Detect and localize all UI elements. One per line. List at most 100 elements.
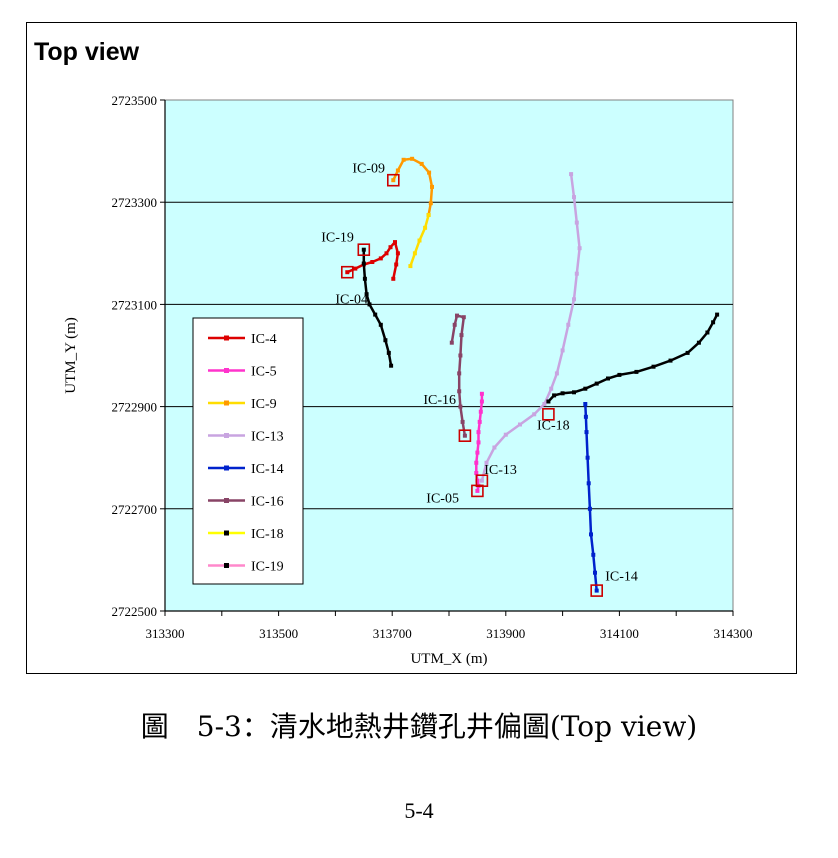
data-point bbox=[572, 297, 576, 302]
data-point bbox=[585, 455, 590, 460]
wellhead-marker bbox=[357, 243, 371, 256]
data-point bbox=[549, 386, 554, 391]
data-point bbox=[462, 433, 467, 438]
data-point bbox=[518, 422, 522, 427]
wellhead-marker bbox=[386, 173, 400, 187]
data-point bbox=[593, 570, 597, 575]
data-point bbox=[589, 532, 593, 537]
data-point bbox=[394, 262, 399, 267]
data-point bbox=[426, 213, 431, 217]
series-ic-5 bbox=[474, 391, 484, 493]
data-point bbox=[391, 178, 396, 183]
series-ic-9-lower bbox=[408, 213, 431, 269]
wellhead-marker bbox=[590, 584, 604, 597]
legend-swatch-marker bbox=[224, 335, 229, 341]
data-point bbox=[475, 488, 480, 493]
series-line bbox=[584, 403, 598, 591]
well-annotations: IC-09 IC-19 IC-04 IC-16 IC-18 IC-13 IC-05 IC-14 bbox=[321, 162, 638, 585]
data-point bbox=[594, 381, 599, 386]
x-tick-label: 313900 bbox=[486, 626, 525, 641]
data-point bbox=[583, 386, 588, 391]
data-point bbox=[617, 372, 622, 377]
data-point bbox=[583, 414, 588, 419]
data-point bbox=[364, 292, 369, 297]
series-ic-13 bbox=[479, 172, 582, 483]
well-label: IC-13 bbox=[484, 463, 517, 478]
data-point bbox=[586, 481, 591, 486]
legend-item: IC-5 bbox=[208, 365, 277, 380]
data-point bbox=[378, 322, 383, 327]
data-point bbox=[479, 399, 484, 404]
data-point bbox=[423, 225, 428, 230]
wellhead-marker bbox=[471, 484, 484, 498]
wellhead-marker bbox=[340, 265, 354, 279]
data-point bbox=[572, 390, 576, 395]
y-tick-label: 2722500 bbox=[112, 604, 158, 619]
data-point bbox=[461, 315, 466, 320]
series-line bbox=[547, 314, 719, 403]
data-point bbox=[569, 172, 574, 177]
data-point bbox=[393, 240, 397, 245]
series-ic-16 bbox=[449, 313, 467, 438]
data-point bbox=[583, 402, 588, 406]
data-point bbox=[383, 338, 388, 343]
legend-item: IC-16 bbox=[208, 495, 284, 510]
x-tick-label: 313700 bbox=[373, 626, 412, 641]
data-point bbox=[395, 168, 400, 173]
wellhead-markers bbox=[340, 173, 604, 597]
series-ic-14 bbox=[583, 402, 599, 593]
data-point bbox=[574, 271, 579, 276]
data-point bbox=[353, 266, 358, 271]
data-point bbox=[458, 353, 463, 358]
well-label: IC-05 bbox=[426, 492, 459, 507]
data-point bbox=[449, 340, 454, 345]
legend-item: IC-14 bbox=[208, 462, 284, 477]
data-point bbox=[560, 391, 565, 396]
x-tick-label: 313500 bbox=[259, 626, 298, 641]
data-point bbox=[430, 184, 434, 189]
legend-swatch-marker bbox=[224, 433, 229, 438]
data-point bbox=[378, 256, 383, 261]
data-point bbox=[457, 389, 462, 394]
y-tick-label: 2723500 bbox=[112, 93, 158, 108]
data-point bbox=[566, 322, 571, 327]
legend-item: IC-9 bbox=[208, 397, 277, 412]
well-label: IC-09 bbox=[352, 162, 385, 177]
legend-box bbox=[192, 317, 304, 585]
data-point bbox=[572, 195, 576, 200]
data-point bbox=[542, 402, 547, 406]
y-tick-label: 2723300 bbox=[112, 195, 158, 210]
x-tick-label: 313300 bbox=[146, 626, 185, 641]
data-point bbox=[412, 251, 417, 256]
wellhead-marker bbox=[475, 474, 489, 488]
data-point bbox=[460, 419, 465, 424]
legend-label: IC-14 bbox=[251, 462, 284, 477]
data-point bbox=[419, 161, 424, 166]
axes: 2722500 2722700 2722900 2723100 2723300 27235… bbox=[112, 93, 753, 641]
data-point bbox=[459, 333, 464, 338]
series-ic-18 bbox=[546, 312, 720, 404]
data-point bbox=[477, 419, 482, 424]
data-point bbox=[574, 220, 579, 225]
figure-caption: 圖 5-3：清水地熱井鑽孔井偏圖(Top view) bbox=[140, 710, 698, 743]
legend-label: IC-5 bbox=[251, 365, 277, 380]
x-tick-label: 314300 bbox=[714, 626, 753, 641]
data-point bbox=[591, 552, 596, 557]
data-point bbox=[410, 156, 415, 161]
data-point bbox=[367, 302, 372, 307]
data-point bbox=[389, 363, 394, 368]
chart-title: Top view bbox=[34, 38, 140, 66]
legend-label: IC-4 bbox=[251, 332, 277, 347]
data-point bbox=[474, 460, 479, 465]
data-point bbox=[484, 460, 489, 465]
well-label: IC-19 bbox=[321, 231, 354, 246]
legend: IC-4 IC-5 IC-9 IC-13 IC-14 IC-16 IC-18 IC-19 bbox=[192, 317, 304, 585]
page-number: 5-4 bbox=[404, 798, 434, 823]
data-point bbox=[391, 276, 396, 281]
data-point bbox=[475, 450, 480, 455]
data-point bbox=[634, 369, 639, 374]
legend-item: IC-4 bbox=[208, 332, 277, 347]
data-point bbox=[362, 276, 367, 281]
x-axis-label: UTM_X (m) bbox=[410, 651, 487, 667]
wellhead-marker bbox=[458, 429, 472, 443]
